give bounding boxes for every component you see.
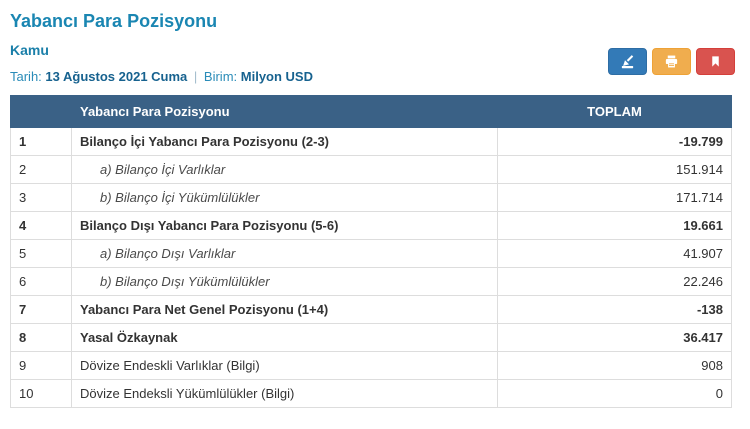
- export-icon: [620, 54, 635, 69]
- row-label: b) Bilanço İçi Yükümlülükler: [71, 183, 498, 212]
- row-label: b) Bilanço Dışı Yükümlülükler: [71, 267, 498, 296]
- row-number: 10: [10, 379, 72, 408]
- print-button[interactable]: [652, 48, 691, 75]
- table-row: 1 Bilanço İçi Yabancı Para Pozisyonu (2-…: [10, 127, 732, 156]
- row-label: a) Bilanço Dışı Varlıklar: [71, 239, 498, 268]
- column-header-number: [10, 95, 72, 128]
- row-value: 22.246: [497, 267, 732, 296]
- row-number: 9: [10, 351, 72, 380]
- row-number: 2: [10, 155, 72, 184]
- table-row: 7 Yabancı Para Net Genel Pozisyonu (1+4)…: [10, 295, 732, 324]
- row-value: 908: [497, 351, 732, 380]
- unit-label: Birim:: [203, 69, 238, 84]
- row-label: Yasal Özkaynak: [71, 323, 498, 352]
- row-number: 8: [10, 323, 72, 352]
- row-value: 0: [497, 379, 732, 408]
- unit-value: Milyon USD: [240, 69, 313, 84]
- bookmark-button[interactable]: [696, 48, 735, 75]
- table-row: 2 a) Bilanço İçi Varlıklar 151.914: [10, 155, 732, 184]
- row-label: Bilanço Dışı Yabancı Para Pozisyonu (5-6…: [71, 211, 498, 240]
- row-number: 5: [10, 239, 72, 268]
- table-header: Yabancı Para Pozisyonu TOPLAM: [10, 95, 732, 128]
- date-label: Tarih:: [10, 69, 42, 84]
- row-value: -138: [497, 295, 732, 324]
- page-container: Yabancı Para Pozisyonu Kamu Tarih: 13 Ağ…: [10, 11, 735, 408]
- column-header-position: Yabancı Para Pozisyonu: [71, 95, 498, 128]
- row-value: 19.661: [497, 211, 732, 240]
- row-label: Bilanço İçi Yabancı Para Pozisyonu (2-3): [71, 127, 498, 156]
- table-row: 8 Yasal Özkaynak 36.417: [10, 323, 732, 352]
- row-label: Dövize Endeksli Yükümlülükler (Bilgi): [71, 379, 498, 408]
- row-value: 41.907: [497, 239, 732, 268]
- meta-line: Tarih: 13 Ağustos 2021 Cuma | Birim: Mil…: [10, 69, 735, 85]
- position-table: Yabancı Para Pozisyonu TOPLAM 1 Bilanço …: [10, 95, 732, 408]
- table-row: 3 b) Bilanço İçi Yükümlülükler 171.714: [10, 183, 732, 212]
- row-label: Dövize Endeskli Varlıklar (Bilgi): [71, 351, 498, 380]
- printer-icon: [664, 54, 679, 69]
- toolbar: [608, 48, 735, 75]
- row-value: 151.914: [497, 155, 732, 184]
- table-row: 6 b) Bilanço Dışı Yükümlülükler 22.246: [10, 267, 732, 296]
- row-number: 4: [10, 211, 72, 240]
- row-label: a) Bilanço İçi Varlıklar: [71, 155, 498, 184]
- page-subtitle: Kamu: [10, 42, 49, 58]
- row-number: 6: [10, 267, 72, 296]
- row-value: 171.714: [497, 183, 732, 212]
- row-number: 7: [10, 295, 72, 324]
- row-number: 3: [10, 183, 72, 212]
- meta-separator: |: [193, 69, 198, 84]
- column-header-toplam: TOPLAM: [497, 95, 732, 128]
- export-button[interactable]: [608, 48, 647, 75]
- date-value: 13 Ağustos 2021 Cuma: [45, 69, 188, 84]
- page-title: Yabancı Para Pozisyonu: [10, 11, 218, 31]
- bookmark-icon: [709, 54, 722, 69]
- row-value: -19.799: [497, 127, 732, 156]
- row-number: 1: [10, 127, 72, 156]
- row-value: 36.417: [497, 323, 732, 352]
- table-row: 10 Dövize Endeksli Yükümlülükler (Bilgi)…: [10, 379, 732, 408]
- table-row: 9 Dövize Endeskli Varlıklar (Bilgi) 908: [10, 351, 732, 380]
- table-row: 5 a) Bilanço Dışı Varlıklar 41.907: [10, 239, 732, 268]
- row-label: Yabancı Para Net Genel Pozisyonu (1+4): [71, 295, 498, 324]
- table-row: 4 Bilanço Dışı Yabancı Para Pozisyonu (5…: [10, 211, 732, 240]
